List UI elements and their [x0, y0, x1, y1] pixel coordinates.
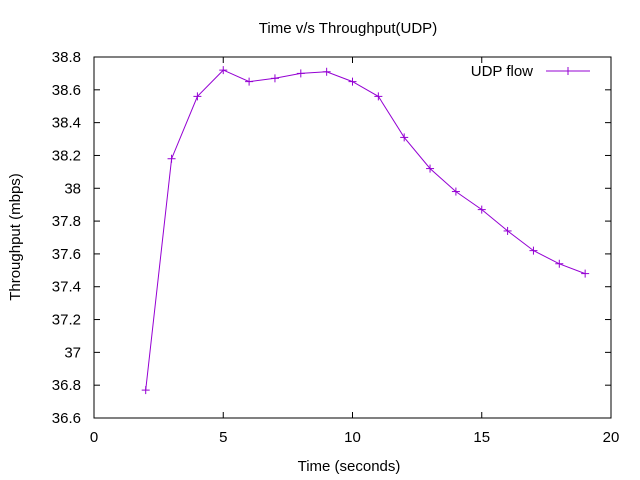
y-tick-label: 37.2 [52, 312, 81, 329]
y-tick-label: 36.6 [52, 410, 81, 427]
data-point [245, 77, 254, 86]
data-point [374, 92, 383, 101]
data-point [451, 187, 460, 196]
series-layer [141, 66, 590, 395]
data-point [193, 92, 202, 101]
y-tick-label: 38.4 [52, 115, 81, 132]
y-tick-label: 37.8 [52, 213, 81, 230]
data-point [322, 67, 331, 76]
data-point [477, 205, 486, 214]
y-tick-label: 38.8 [52, 49, 81, 66]
x-tick-label: 5 [219, 429, 227, 446]
x-tick-label: 10 [344, 429, 361, 446]
data-point [270, 74, 279, 83]
y-tick-label: 38.2 [52, 147, 81, 164]
legend-marker [564, 67, 572, 75]
y-axis: 36.6 36.8 37 37.2 37.4 37.6 37.8 38 38.2 38.4 38.6… [52, 49, 611, 427]
data-point [141, 386, 150, 395]
y-tick-label: 38 [64, 180, 81, 197]
data-point [400, 133, 409, 142]
y-tick-label: 37.6 [52, 246, 81, 263]
data-point [167, 154, 176, 163]
legend-label: UDP flow [471, 63, 533, 80]
data-point [529, 246, 538, 255]
x-tick-label: 0 [90, 429, 98, 446]
plot-frame [93, 56, 612, 419]
data-point [296, 69, 305, 78]
series-line-udp-flow [145, 69, 586, 391]
data-point [426, 164, 435, 173]
x-tick-label: 15 [473, 429, 490, 446]
data-point [348, 77, 357, 86]
y-tick-label: 36.8 [52, 377, 81, 394]
y-tick-label: 37.4 [52, 279, 81, 296]
y-axis-label: Throughput (mbps) [7, 173, 24, 301]
data-point [581, 269, 590, 278]
data-point [219, 66, 228, 75]
legend: UDP flow [471, 63, 590, 80]
x-axis-label: Time (seconds) [298, 458, 401, 475]
y-tick-label: 38.6 [52, 82, 81, 99]
y-tick-label: 37 [64, 344, 81, 361]
data-point [503, 226, 512, 235]
x-axis: 0 5 10 15 20 [90, 57, 620, 446]
data-point [555, 259, 564, 268]
x-tick-label: 20 [603, 429, 620, 446]
chart-title: Time v/s Throughput(UDP) [259, 20, 437, 37]
